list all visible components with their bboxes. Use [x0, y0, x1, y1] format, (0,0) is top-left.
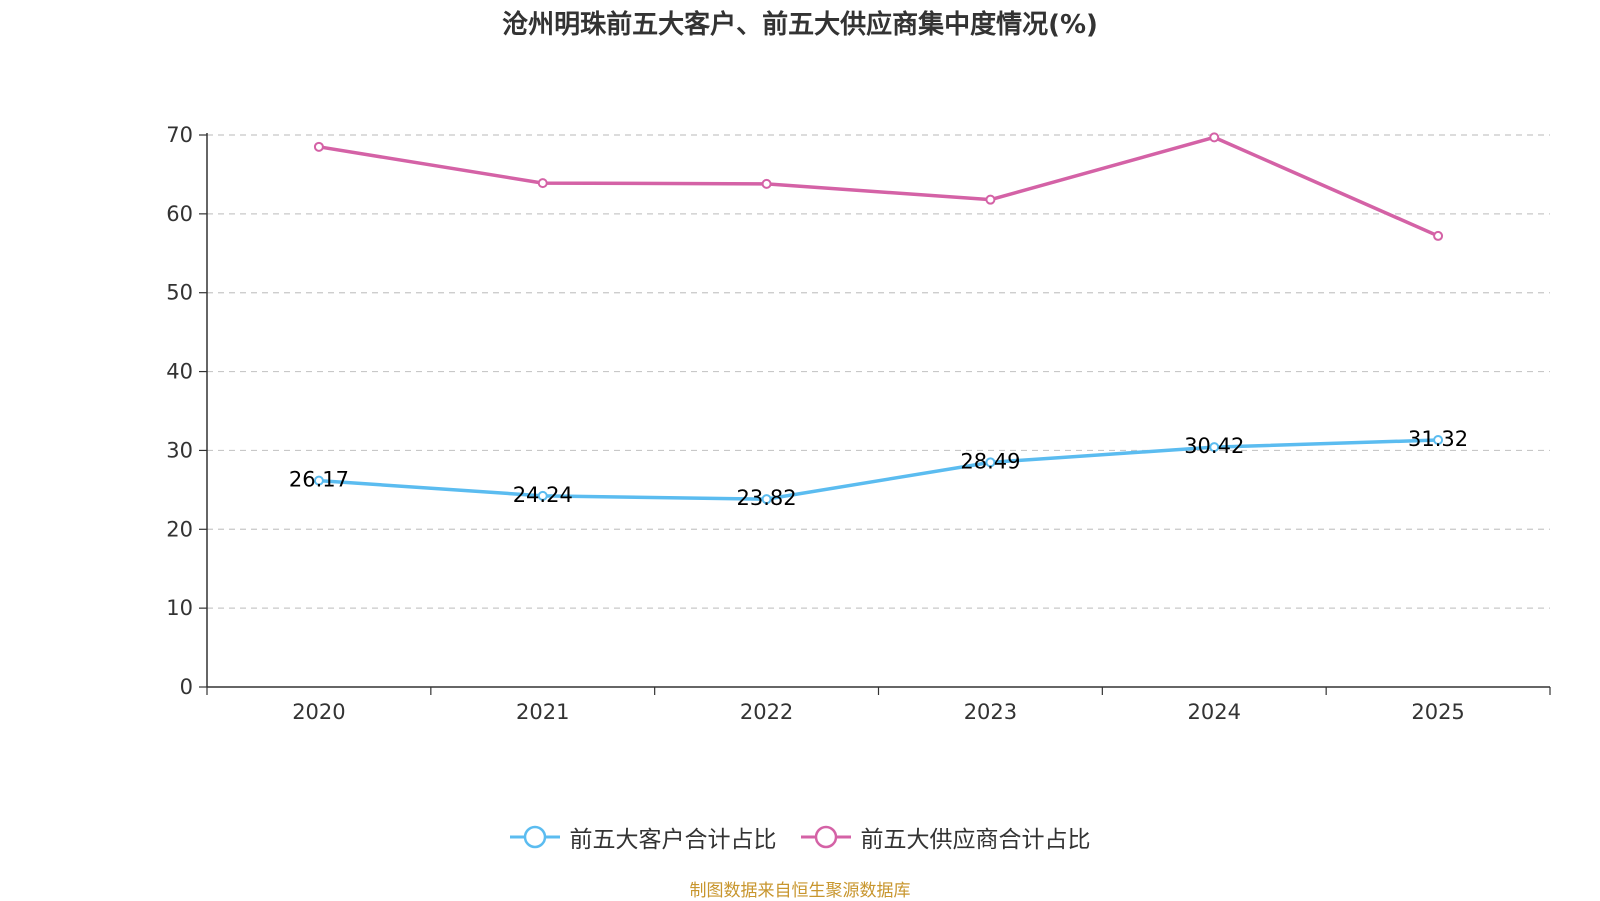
legend-circle-0 — [523, 825, 546, 849]
series-1-point-2023 — [985, 194, 996, 205]
legend-line-circle-icon — [800, 825, 851, 849]
data-labels: 26.17 24.24 23.82 28.49 30.42 31.32 — [289, 427, 1468, 510]
axes: 0 10 20 30 40 50 60 70 2020 2021 2022 2023 2024 2025 — [166, 123, 1551, 724]
data-label-2025: 31.32 — [1408, 427, 1468, 451]
series-0-point-2022 — [761, 494, 772, 505]
data-label-2024: 30.42 — [1184, 434, 1244, 458]
series-1-point-2020 — [313, 141, 324, 152]
y-tick-label-3: 30 — [166, 438, 193, 462]
series-0-point-2020 — [313, 475, 324, 486]
data-label-2020: 26.17 — [289, 468, 349, 492]
y-tick-label-0: 0 — [180, 675, 193, 699]
y-tick-label-4: 40 — [166, 360, 193, 384]
series-1-point-2025 — [1433, 230, 1444, 241]
series-1-point-2022 — [761, 178, 772, 189]
chart-title: 沧州明珠前五大客户、前五大供应商集中度情况(%) — [502, 10, 1098, 40]
y-tick-label-6: 60 — [166, 202, 193, 226]
x-tick-label-2025: 2025 — [1411, 700, 1464, 724]
x-tick-label-2021: 2021 — [516, 700, 569, 724]
x-tick-label-2020: 2020 — [292, 700, 345, 724]
series-1-point-2024 — [1209, 132, 1220, 143]
legend-item-suppliers[interactable]: 前五大供应商合计占比 — [800, 820, 1091, 854]
x-tick-label-2023: 2023 — [964, 700, 1017, 724]
data-label-2021: 24.24 — [513, 483, 573, 507]
series-0-point-2023 — [985, 457, 996, 468]
legend: 前五大客户合计占比 前五大供应商合计占比 — [0, 820, 1600, 854]
legend-label-suppliers: 前五大供应商合计占比 — [860, 827, 1091, 853]
series-0-point-2024 — [1209, 442, 1220, 453]
series-1-point-2021 — [537, 178, 548, 189]
legend-line-circle-icon — [509, 825, 560, 849]
series-line-0 — [318, 438, 1439, 501]
legend-label-customers: 前五大客户合计占比 — [569, 827, 777, 853]
series-0-point-2025 — [1433, 435, 1444, 446]
series-line-1 — [318, 135, 1439, 238]
y-tick-label-7: 70 — [166, 123, 193, 147]
data-label-2023: 28.49 — [960, 449, 1020, 473]
series-layer — [313, 132, 1444, 505]
data-label-2022: 23.82 — [737, 486, 797, 510]
series-0-point-2021 — [537, 490, 548, 501]
x-tick-label-2022: 2022 — [740, 700, 793, 724]
source-note: 制图数据来自恒生聚源数据库 — [689, 881, 911, 901]
y-tick-label-5: 50 — [166, 281, 193, 305]
y-tick-label-1: 10 — [166, 596, 193, 620]
legend-item-customers[interactable]: 前五大客户合计占比 — [509, 820, 777, 854]
x-tick-label-2024: 2024 — [1188, 700, 1241, 724]
legend-circle-1 — [814, 825, 837, 849]
y-tick-label-2: 20 — [166, 517, 193, 541]
grid-lines — [207, 134, 1550, 609]
